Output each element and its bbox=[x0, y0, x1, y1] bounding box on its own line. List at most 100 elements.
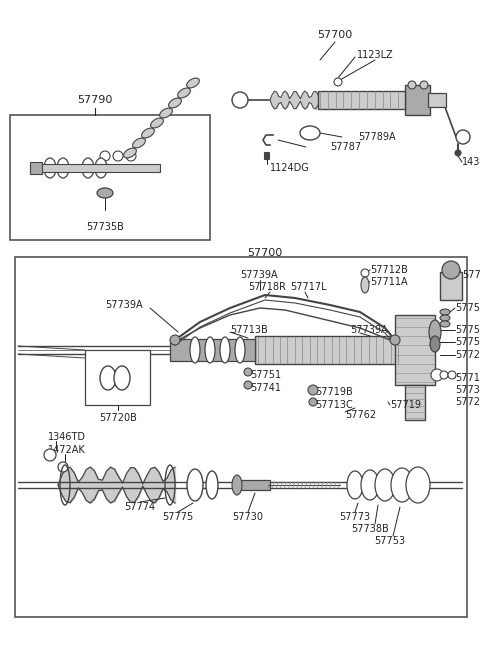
Circle shape bbox=[455, 150, 461, 156]
Text: 1430BF: 1430BF bbox=[462, 157, 480, 167]
Text: 1472AK: 1472AK bbox=[48, 445, 86, 455]
Text: 57773: 57773 bbox=[339, 512, 371, 522]
Bar bbox=[10, 115, 210, 240]
Bar bbox=[85, 350, 150, 405]
Circle shape bbox=[100, 151, 110, 161]
Ellipse shape bbox=[100, 366, 116, 390]
Bar bbox=[395, 315, 435, 385]
Circle shape bbox=[420, 81, 428, 89]
Bar bbox=[235, 480, 270, 490]
Text: 57787: 57787 bbox=[330, 142, 361, 152]
Text: 57718A: 57718A bbox=[455, 373, 480, 383]
Text: 57725A: 57725A bbox=[455, 350, 480, 360]
Text: 57775: 57775 bbox=[162, 512, 193, 522]
Ellipse shape bbox=[347, 471, 363, 499]
Bar bbox=[318, 91, 408, 109]
Ellipse shape bbox=[57, 158, 69, 178]
Bar bbox=[15, 257, 467, 617]
Text: 57790: 57790 bbox=[77, 95, 113, 105]
Text: 57720: 57720 bbox=[455, 397, 480, 407]
Circle shape bbox=[390, 335, 400, 345]
Text: 57739A: 57739A bbox=[350, 325, 388, 335]
Text: 57735B: 57735B bbox=[86, 222, 124, 232]
Ellipse shape bbox=[206, 471, 218, 499]
Ellipse shape bbox=[44, 158, 56, 178]
Ellipse shape bbox=[375, 469, 395, 501]
Bar bbox=[440, 272, 462, 300]
Text: 1346TD: 1346TD bbox=[48, 432, 86, 442]
Ellipse shape bbox=[178, 88, 191, 98]
Text: 57741: 57741 bbox=[250, 383, 281, 393]
Circle shape bbox=[244, 368, 252, 376]
Text: 57774: 57774 bbox=[124, 502, 156, 512]
Circle shape bbox=[456, 130, 470, 144]
Ellipse shape bbox=[391, 468, 413, 502]
Ellipse shape bbox=[97, 188, 113, 198]
Circle shape bbox=[408, 81, 416, 89]
Text: 1124DG: 1124DG bbox=[270, 163, 310, 173]
Ellipse shape bbox=[361, 277, 369, 293]
Text: 57700: 57700 bbox=[247, 248, 282, 258]
Ellipse shape bbox=[440, 321, 450, 327]
Text: 57711A: 57711A bbox=[370, 277, 408, 287]
Text: 57755: 57755 bbox=[455, 303, 480, 313]
Bar bbox=[30, 164, 160, 172]
Bar bbox=[255, 336, 400, 364]
Ellipse shape bbox=[235, 337, 245, 363]
Circle shape bbox=[244, 381, 252, 389]
Text: 57750B: 57750B bbox=[455, 325, 480, 335]
Ellipse shape bbox=[406, 467, 430, 503]
Ellipse shape bbox=[361, 470, 379, 500]
Ellipse shape bbox=[124, 148, 136, 158]
Text: 57719B: 57719B bbox=[315, 387, 353, 397]
Text: 57700: 57700 bbox=[317, 30, 353, 40]
Circle shape bbox=[44, 449, 56, 461]
Circle shape bbox=[126, 151, 136, 161]
Text: 57751: 57751 bbox=[250, 370, 281, 380]
Text: 57739A: 57739A bbox=[240, 270, 277, 280]
Text: 57737: 57737 bbox=[455, 385, 480, 395]
Ellipse shape bbox=[440, 315, 450, 321]
Ellipse shape bbox=[205, 337, 215, 363]
Ellipse shape bbox=[300, 126, 320, 140]
Ellipse shape bbox=[430, 336, 440, 352]
Text: 57719: 57719 bbox=[390, 400, 421, 410]
Ellipse shape bbox=[440, 309, 450, 315]
Ellipse shape bbox=[232, 475, 242, 495]
Text: 57717L: 57717L bbox=[290, 282, 326, 292]
Ellipse shape bbox=[151, 118, 163, 128]
Circle shape bbox=[361, 269, 369, 277]
Ellipse shape bbox=[187, 469, 203, 501]
Circle shape bbox=[170, 335, 180, 345]
Ellipse shape bbox=[114, 366, 130, 390]
Circle shape bbox=[58, 462, 68, 472]
Bar bbox=[170, 339, 255, 361]
Text: 57790B: 57790B bbox=[462, 270, 480, 280]
Text: 57713B: 57713B bbox=[230, 325, 268, 335]
Bar bbox=[264, 152, 269, 159]
Circle shape bbox=[440, 371, 448, 379]
Circle shape bbox=[431, 369, 443, 381]
Text: 57730: 57730 bbox=[232, 512, 264, 522]
Text: 57789A: 57789A bbox=[358, 132, 396, 142]
Bar bbox=[405, 85, 430, 115]
Bar bbox=[428, 93, 446, 107]
Text: 1123LZ: 1123LZ bbox=[357, 50, 394, 60]
Text: 57739A: 57739A bbox=[105, 300, 143, 310]
Text: 57738B: 57738B bbox=[351, 524, 389, 534]
Circle shape bbox=[442, 261, 460, 279]
Circle shape bbox=[113, 151, 123, 161]
Ellipse shape bbox=[429, 320, 441, 344]
Ellipse shape bbox=[160, 108, 172, 118]
Circle shape bbox=[334, 78, 342, 86]
Circle shape bbox=[232, 92, 248, 108]
Text: 57720B: 57720B bbox=[99, 413, 137, 423]
Ellipse shape bbox=[187, 78, 199, 88]
Circle shape bbox=[309, 398, 317, 406]
Ellipse shape bbox=[168, 98, 181, 108]
Circle shape bbox=[308, 385, 318, 395]
Bar bbox=[405, 385, 425, 420]
Ellipse shape bbox=[220, 337, 230, 363]
Text: 57757: 57757 bbox=[455, 337, 480, 347]
Text: 57718R: 57718R bbox=[248, 282, 286, 292]
